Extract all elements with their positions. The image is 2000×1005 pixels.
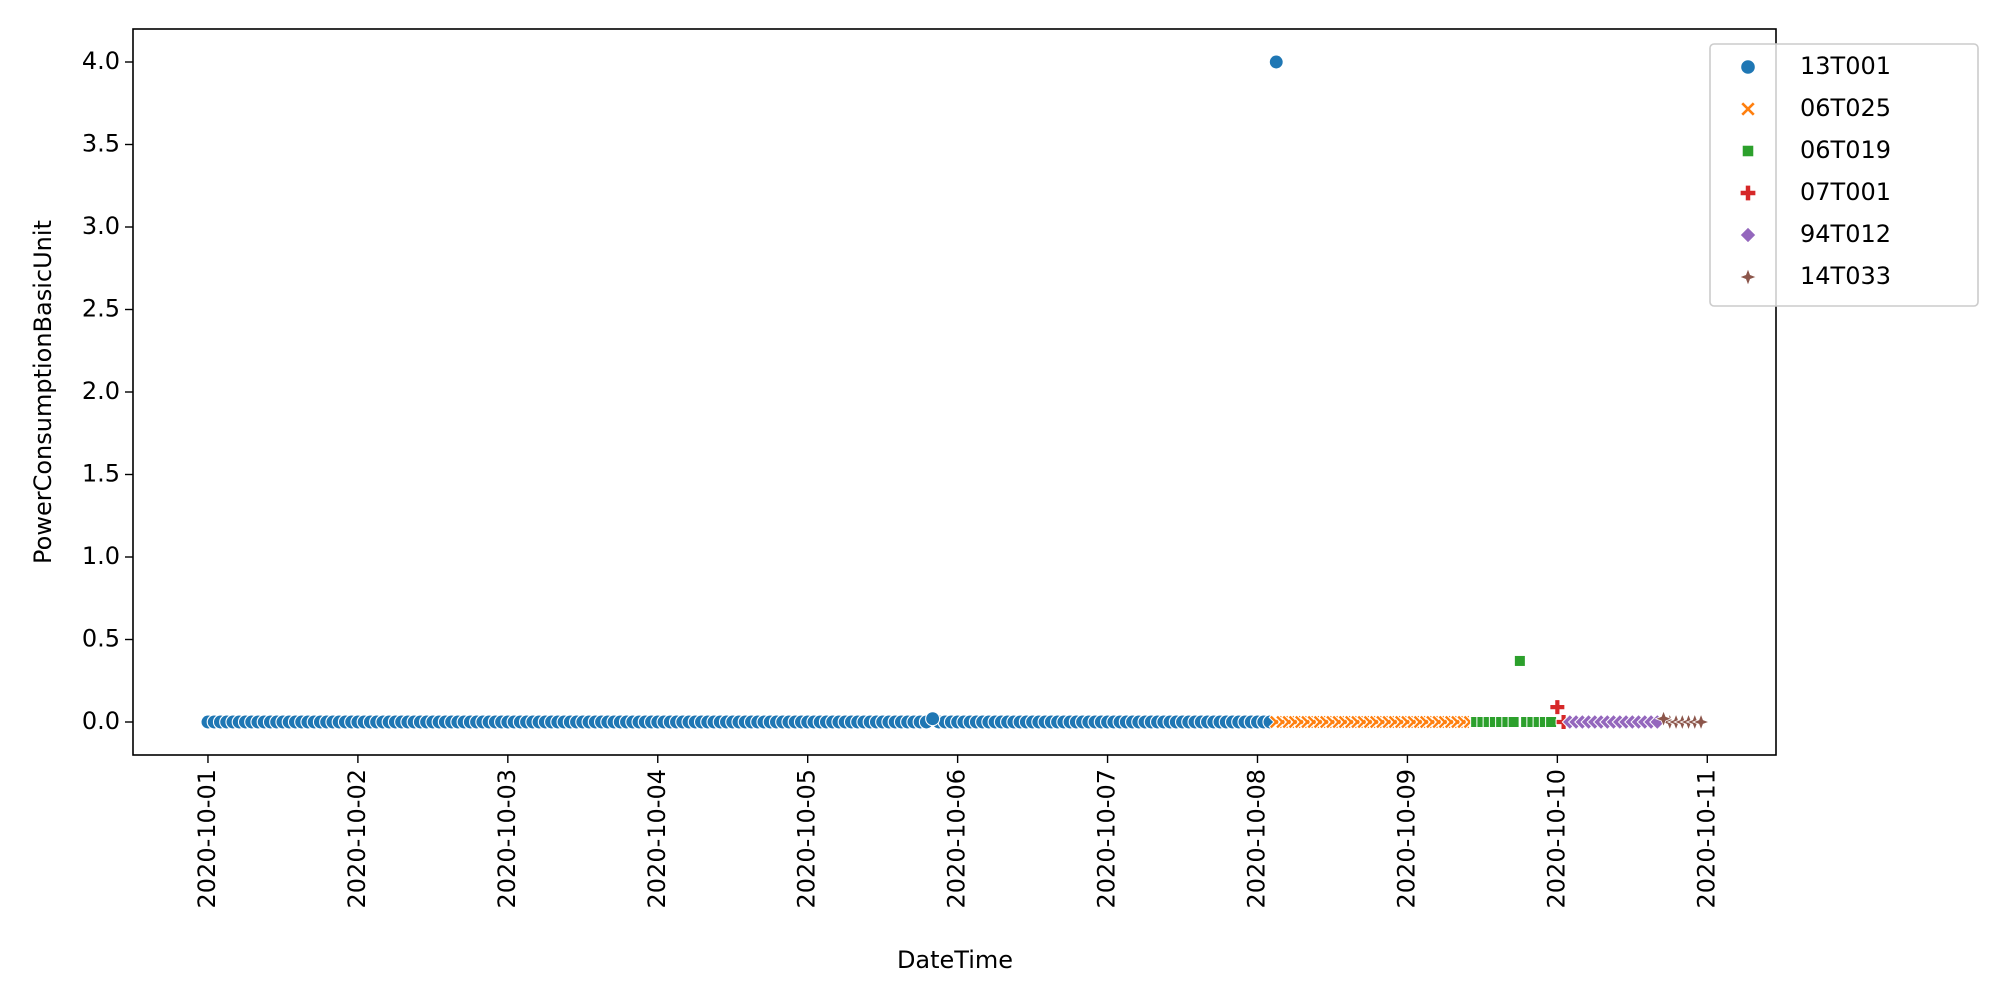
legend-label: 14T033 <box>1800 262 1891 290</box>
y-tick-label: 2.0 <box>82 377 120 405</box>
legend-marker <box>1740 59 1756 75</box>
legend-label: 07T001 <box>1800 178 1891 206</box>
legend-marker <box>1739 184 1757 202</box>
legend-item: 94T012 <box>1739 220 1891 248</box>
series-06T019 <box>1470 654 1558 728</box>
x-tick-label: 2020-10-03 <box>493 769 521 908</box>
data-point <box>1507 716 1520 728</box>
legend-marker <box>1738 267 1758 287</box>
x-tick-label: 2020-10-08 <box>1242 769 1270 908</box>
legend-item: 06T019 <box>1741 136 1891 164</box>
y-tick-label: 1.0 <box>82 542 120 570</box>
y-axis: 0.0 0.5 1.0 1.5 2.0 2.5 3.0 3.5 4.0 <box>82 47 133 735</box>
y-tick-label: 3.0 <box>82 212 120 240</box>
legend-box <box>1709 43 1979 307</box>
x-tick-label: 2020-10-07 <box>1093 769 1121 908</box>
x-tick-label: 2020-10-06 <box>943 769 971 908</box>
series-14T033 <box>1654 709 1711 732</box>
x-tick-label: 2020-10-05 <box>793 769 821 908</box>
legend-item: 06T025 <box>1739 94 1891 122</box>
y-axis-label: PowerConsumptionBasicUnit <box>29 220 57 564</box>
legend-label: 94T012 <box>1800 220 1891 248</box>
y-tick-label: 3.5 <box>82 130 120 158</box>
series-13T001 <box>200 54 1284 730</box>
legend-item: 14T033 <box>1738 262 1891 290</box>
legend: 13T001 06T025 06T019 07T001 94T012 14T033 <box>1709 43 1979 307</box>
marks-layer <box>200 54 1711 732</box>
x-tick-label: 2020-10-01 <box>193 769 221 908</box>
data-point <box>925 711 941 727</box>
legend-marker <box>1739 226 1757 244</box>
x-axis-label: DateTime <box>897 946 1013 974</box>
y-tick-label: 4.0 <box>82 47 120 75</box>
data-point <box>1549 699 1566 716</box>
legend-item: 13T001 <box>1740 52 1891 80</box>
data-point <box>1654 709 1673 728</box>
legend-label: 06T025 <box>1800 94 1891 122</box>
x-tick-label: 2020-10-02 <box>343 769 371 908</box>
legend-marker <box>1741 144 1755 158</box>
series-94T012 <box>1561 713 1666 731</box>
x-tick-label: 2020-10-09 <box>1392 769 1420 908</box>
legend-marker <box>1739 100 1757 118</box>
plot-area-frame <box>132 28 1777 756</box>
y-tick-label: 2.5 <box>82 295 120 323</box>
data-point <box>1691 712 1711 732</box>
x-tick-label: 2020-10-04 <box>643 769 671 908</box>
y-tick-label: 1.5 <box>82 460 120 488</box>
legend-label: 06T019 <box>1800 136 1891 164</box>
legend-item: 07T001 <box>1739 178 1891 206</box>
data-point <box>1268 54 1284 70</box>
y-tick-label: 0.5 <box>82 625 120 653</box>
data-point <box>1545 716 1558 728</box>
x-tick-label: 2020-10-11 <box>1692 769 1720 908</box>
legend-label: 13T001 <box>1800 52 1891 80</box>
series-06T025 <box>1268 714 1484 730</box>
x-axis: 2020-10-01 2020-10-02 2020-10-03 2020-10-04… <box>193 755 1720 908</box>
data-point <box>1513 654 1526 667</box>
y-tick-label: 0.0 <box>82 707 120 735</box>
x-tick-label: 2020-10-10 <box>1542 769 1570 908</box>
